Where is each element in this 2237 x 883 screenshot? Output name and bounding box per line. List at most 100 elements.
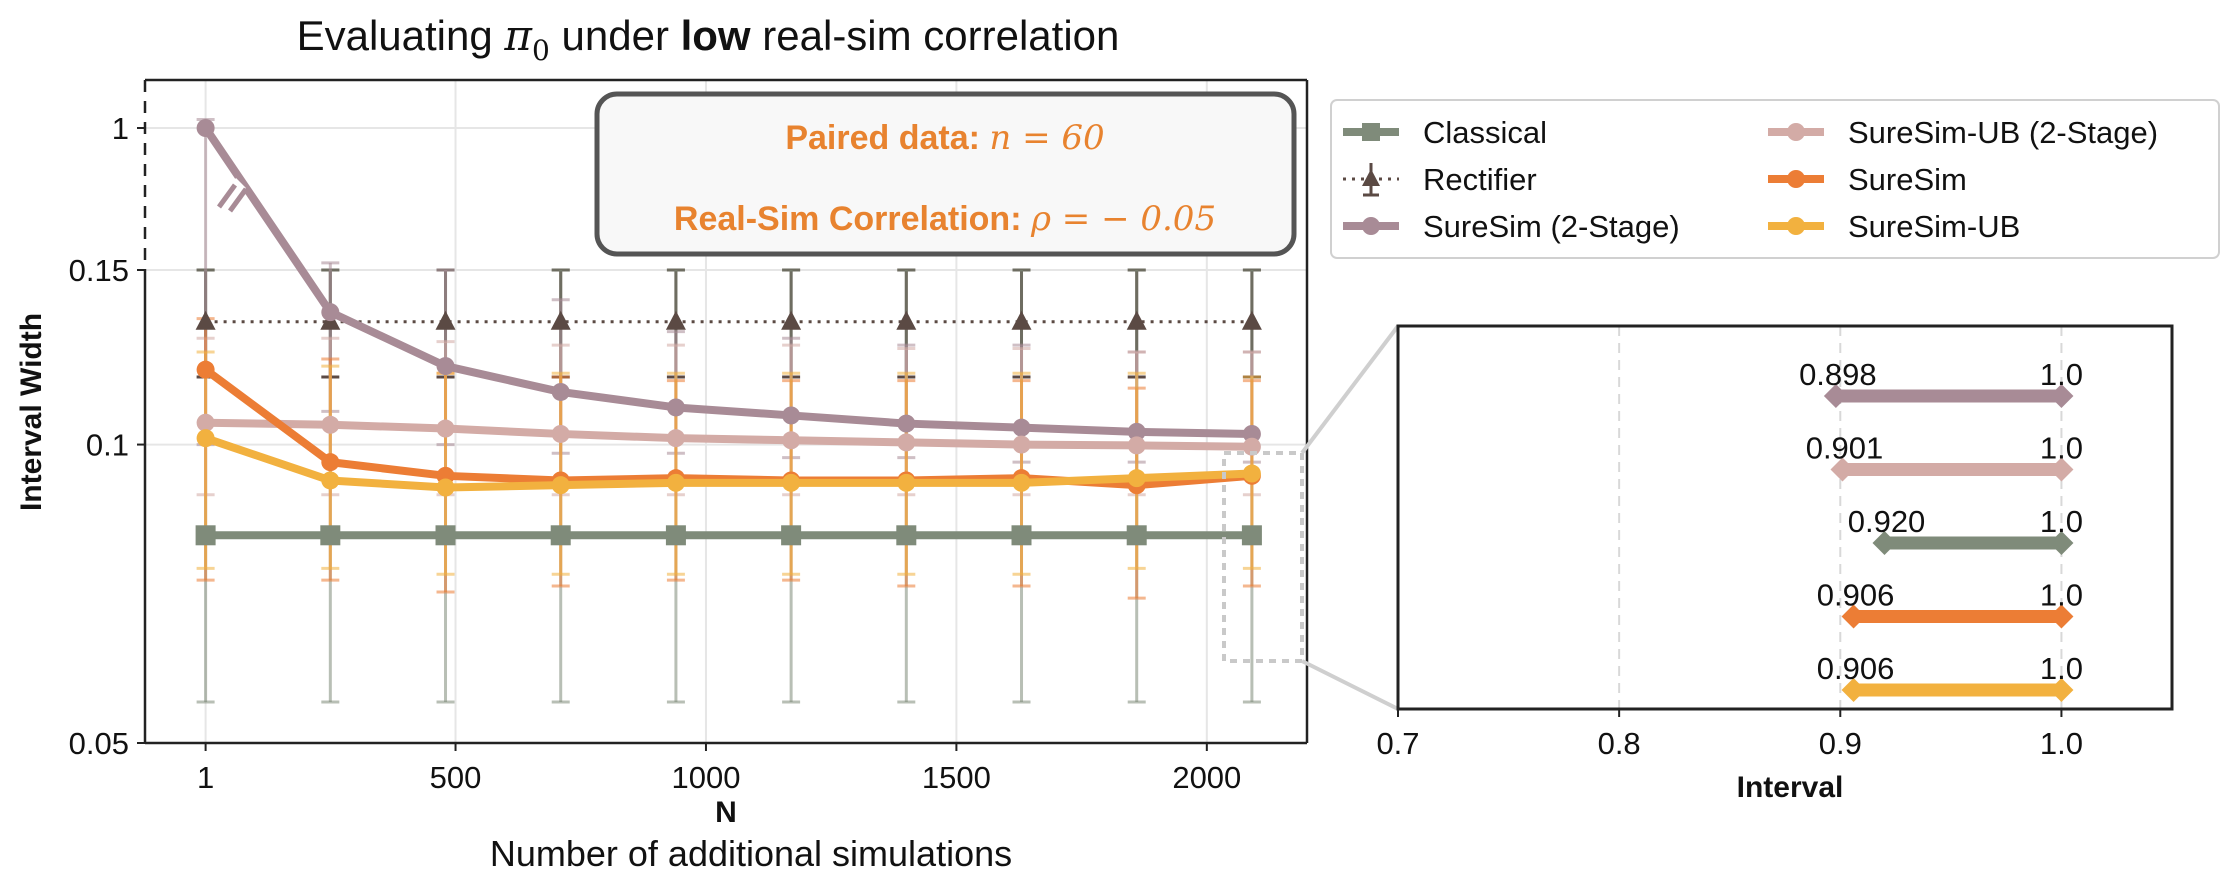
- interval-low-marker: [1823, 384, 1848, 408]
- data-point: [436, 357, 455, 376]
- data-point: [196, 119, 215, 137]
- axis-break-marker: [216, 178, 249, 213]
- inset-x-tick-label: 0.7: [1376, 726, 1419, 761]
- inset-x-axis-label: Interval: [1737, 771, 1844, 804]
- data-point: [436, 478, 455, 497]
- legend-label: SureSim-UB: [1848, 209, 2020, 244]
- data-point: [782, 406, 801, 425]
- data-point: [665, 310, 686, 330]
- interval-low-label: 0.920: [1848, 504, 1926, 539]
- interval-low-label: 0.898: [1799, 357, 1877, 392]
- interval-high-label: 1.0: [2040, 431, 2083, 466]
- inset-x-tick-label: 0.8: [1598, 726, 1641, 761]
- x-tick-label: 1500: [922, 760, 991, 795]
- data-point: [435, 525, 456, 546]
- data-point: [1241, 525, 1262, 546]
- legend-marker: [1787, 123, 1805, 141]
- data-point: [897, 473, 916, 492]
- x-axis-sublabel: Number of additional simulations: [490, 833, 1012, 874]
- inset-x-tick-label: 0.9: [1819, 726, 1862, 761]
- data-line: [205, 418, 1252, 451]
- data-point: [666, 473, 685, 492]
- legend-marker: [1787, 217, 1805, 235]
- y-tick-label: 1: [112, 111, 129, 146]
- series-line-suresim-ub-2-stage: [196, 413, 1261, 456]
- data-point: [550, 310, 571, 330]
- chart-title: Evaluating π0 under low real-sim correla…: [297, 11, 1120, 67]
- interval-high-label: 1.0: [2040, 357, 2083, 392]
- data-point: [550, 525, 571, 546]
- data-point: [781, 525, 802, 546]
- legend-item-suresim-2-stage: SureSim (2-Stage): [1343, 209, 1680, 244]
- interval-low-label: 0.901: [1806, 431, 1884, 466]
- x-tick-label: 1: [197, 760, 214, 795]
- legend-item-suresim: SureSim: [1768, 162, 1967, 197]
- data-point: [1011, 310, 1032, 330]
- legend-item-classical: Classical: [1343, 115, 1547, 150]
- legend-label: Classical: [1423, 115, 1547, 150]
- series-line-classical: [195, 525, 1262, 546]
- data-point: [1242, 464, 1261, 483]
- inset-frame: [1396, 324, 2174, 711]
- inset-grid: [1618, 326, 2063, 709]
- interval-high-label: 1.0: [2040, 578, 2083, 613]
- interval-high-marker: [2049, 457, 2074, 482]
- legend-item-rectifier: Rectifier: [1343, 162, 1537, 197]
- legend-marker: [1362, 217, 1380, 235]
- legend-label: Rectifier: [1423, 162, 1537, 197]
- main-series: [195, 118, 1262, 704]
- legend-label: SureSim (2-Stage): [1423, 209, 1680, 244]
- data-point: [196, 429, 215, 448]
- data-point: [1126, 525, 1147, 546]
- interval-low-label: 0.906: [1817, 578, 1895, 613]
- inset-x-tick-label: 1.0: [2040, 726, 2083, 761]
- interval-low-label: 0.906: [1817, 651, 1895, 686]
- data-point: [666, 429, 685, 448]
- data-point: [321, 415, 340, 434]
- data-point: [1012, 473, 1031, 492]
- annotation-box: Paired data: n = 60 Real-Sim Correlation…: [594, 91, 1297, 257]
- interval-low-marker: [1830, 457, 1855, 482]
- zoom-connector: [1222, 324, 1400, 711]
- y-axis-label: Interval Width: [15, 313, 48, 511]
- data-point: [896, 310, 917, 330]
- data-point: [196, 360, 215, 379]
- data-point: [666, 398, 685, 417]
- legend-item-suresim-ub: SureSim-UB: [1768, 209, 2020, 244]
- interval-low-marker: [1841, 604, 1866, 629]
- data-point: [782, 431, 801, 450]
- x-axis-label: N: [715, 796, 737, 829]
- interval-high-marker: [2049, 604, 2074, 629]
- interval-suresim-ub-2-stage: 0.901 1.0: [1806, 431, 2083, 482]
- interval-suresim-ub: 0.906 1.0: [1817, 651, 2083, 702]
- series-suresim: [196, 317, 1261, 600]
- data-point: [551, 476, 570, 495]
- break-stroke: [216, 183, 238, 209]
- data-point: [1012, 418, 1031, 437]
- legend-item-suresim-ub-2-stage: SureSim-UB (2-Stage): [1768, 115, 2158, 150]
- data-point: [321, 453, 340, 472]
- data-point: [320, 525, 341, 546]
- inset-marks: 0.898 1.0 0.901 1.0 0.920 1.0 0.906 1.0 0.906 1.0: [1799, 357, 2083, 702]
- data-point: [436, 419, 455, 438]
- data-point: [196, 413, 215, 432]
- y-tick-label: 0.05: [69, 726, 129, 761]
- interval-low-marker: [1872, 531, 1897, 555]
- interval-high-marker: [2049, 531, 2074, 555]
- legend-marker: [1787, 170, 1805, 188]
- series-suresim-ub-2-stage: [196, 336, 1261, 497]
- data-point: [1127, 469, 1146, 488]
- data-point: [195, 310, 216, 330]
- legend-marker: [1362, 123, 1380, 141]
- data-point: [896, 525, 917, 546]
- data-point: [321, 303, 340, 322]
- inset-axes: 0.7 0.8 0.9 1.0: [1376, 324, 2174, 761]
- legend: Classical Rectifier SureSim (2-Stage) SureS…: [1330, 99, 2220, 259]
- data-point: [782, 473, 801, 492]
- data-point: [321, 471, 340, 490]
- data-point: [1126, 310, 1147, 330]
- data-line: [204, 434, 1253, 492]
- y-tick-label: 0.15: [69, 253, 129, 288]
